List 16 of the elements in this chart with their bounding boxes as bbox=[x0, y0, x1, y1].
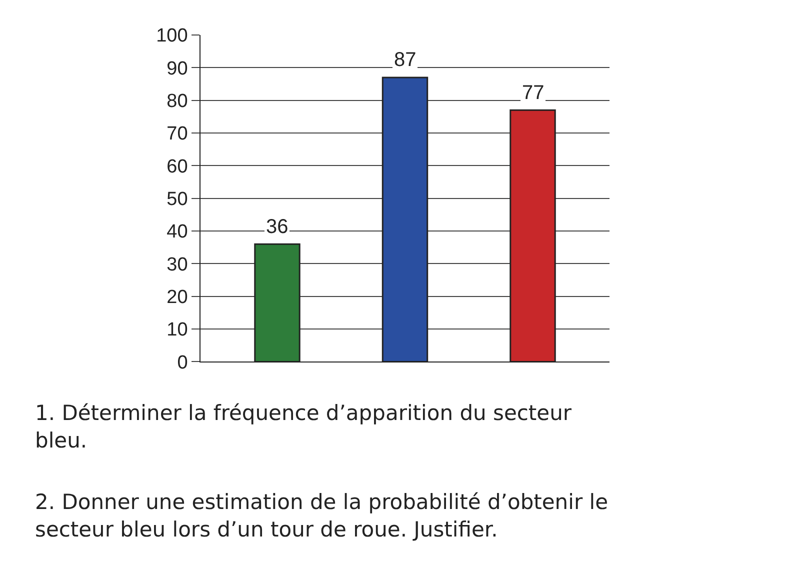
y-tick-label: 50 bbox=[166, 189, 188, 210]
data-label: 87 bbox=[394, 49, 416, 71]
text: 1. Déterminer la fréquence d’apparition du secteur bleu. bbox=[35, 401, 572, 452]
data-label: 77 bbox=[522, 82, 544, 104]
y-tick-label: 30 bbox=[166, 254, 188, 276]
y-tick-label: 100 bbox=[156, 26, 188, 47]
text: 2. Donner une estimation de la probabilité d’obtenir le secteur bleu lors d’un tour de roue. Justifier. bbox=[35, 490, 608, 542]
y-tick-label: 90 bbox=[166, 58, 188, 80]
y-tick-label: 20 bbox=[166, 287, 188, 308]
y-tick-label: 40 bbox=[166, 222, 188, 243]
y-tick-label: 10 bbox=[166, 320, 188, 341]
y-tick-label: 60 bbox=[166, 156, 188, 178]
y-tick-label: 70 bbox=[166, 124, 188, 145]
y-tick-label: 0 bbox=[177, 352, 188, 374]
y-tick-label: 80 bbox=[166, 91, 188, 112]
data-label: 36 bbox=[266, 216, 288, 238]
